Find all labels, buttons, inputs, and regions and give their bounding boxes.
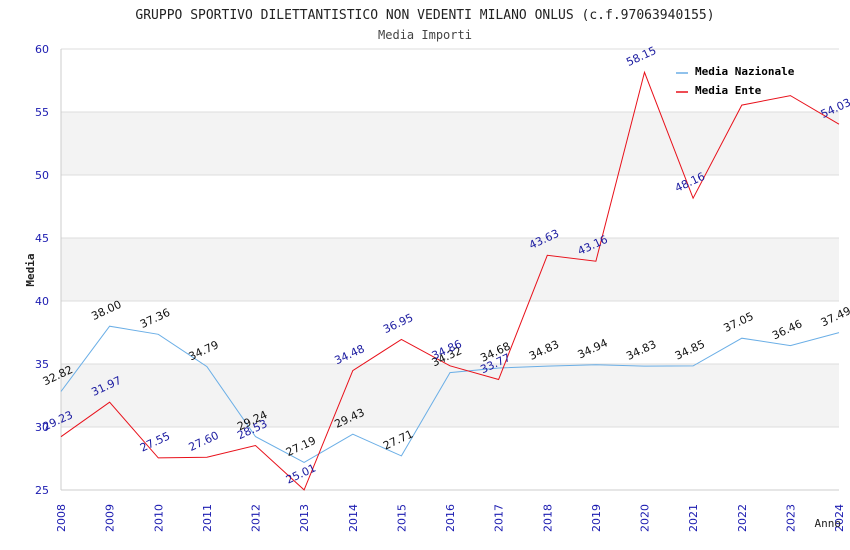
y-tick-label: 35 xyxy=(35,358,49,371)
legend: Media Nazionale Media Ente xyxy=(676,65,795,97)
grid-bands xyxy=(61,49,839,490)
x-axis-ticks: 2008 2009 2010 2011 2012 2013 2014 2015 2016 2017… xyxy=(55,504,846,532)
y-axis-ticks: 25 30 35 40 45 50 55 60 xyxy=(35,43,49,497)
series-line-media-nazionale xyxy=(60,325,840,463)
grid-band xyxy=(61,49,839,112)
grid-band xyxy=(61,238,839,301)
grid-lines xyxy=(60,48,839,491)
grid-band xyxy=(61,427,839,490)
x-axis-label: Anno xyxy=(815,517,842,530)
x-tick-label: 2013 xyxy=(298,504,311,532)
x-tick-label: 2021 xyxy=(687,504,700,532)
series-lines xyxy=(60,70,840,491)
x-tick-label: 2010 xyxy=(152,504,165,532)
x-tick-label: 2012 xyxy=(250,504,263,532)
grid-band xyxy=(61,112,839,175)
y-tick-label: 45 xyxy=(35,232,49,245)
x-tick-label: 2016 xyxy=(444,504,457,532)
grid-band xyxy=(61,175,839,238)
legend-label-media-nazionale: Media Nazionale xyxy=(695,65,795,78)
x-tick-label: 2014 xyxy=(347,504,360,532)
x-tick-label: 2017 xyxy=(493,504,506,532)
x-tick-label: 2024 xyxy=(833,504,846,532)
legend-label-media-ente: Media Ente xyxy=(695,84,762,97)
x-tick-label: 2009 xyxy=(104,504,117,532)
x-tick-label: 2019 xyxy=(590,504,603,532)
chart-subtitle: Media Importi xyxy=(378,28,472,42)
x-tick-label: 2020 xyxy=(639,504,652,532)
y-tick-label: 40 xyxy=(35,295,49,308)
y-tick-label: 25 xyxy=(35,484,49,497)
x-tick-label: 2011 xyxy=(201,504,214,532)
y-axis-label: Media xyxy=(24,253,37,286)
grid-band xyxy=(61,301,839,364)
y-tick-label: 50 xyxy=(35,169,49,182)
x-tick-label: 2023 xyxy=(784,504,797,532)
y-tick-label: 60 xyxy=(35,43,49,56)
x-tick-label: 2015 xyxy=(395,504,408,532)
chart-title: GRUPPO SPORTIVO DILETTANTISTICO NON VEDE… xyxy=(135,8,714,23)
x-tick-label: 2018 xyxy=(541,504,554,532)
y-tick-label: 30 xyxy=(35,421,49,434)
grid-band xyxy=(61,364,839,427)
y-tick-label: 55 xyxy=(35,106,49,119)
x-tick-label: 2022 xyxy=(736,504,749,532)
series-line-media-ente xyxy=(60,70,840,491)
x-tick-label: 2008 xyxy=(55,504,68,532)
